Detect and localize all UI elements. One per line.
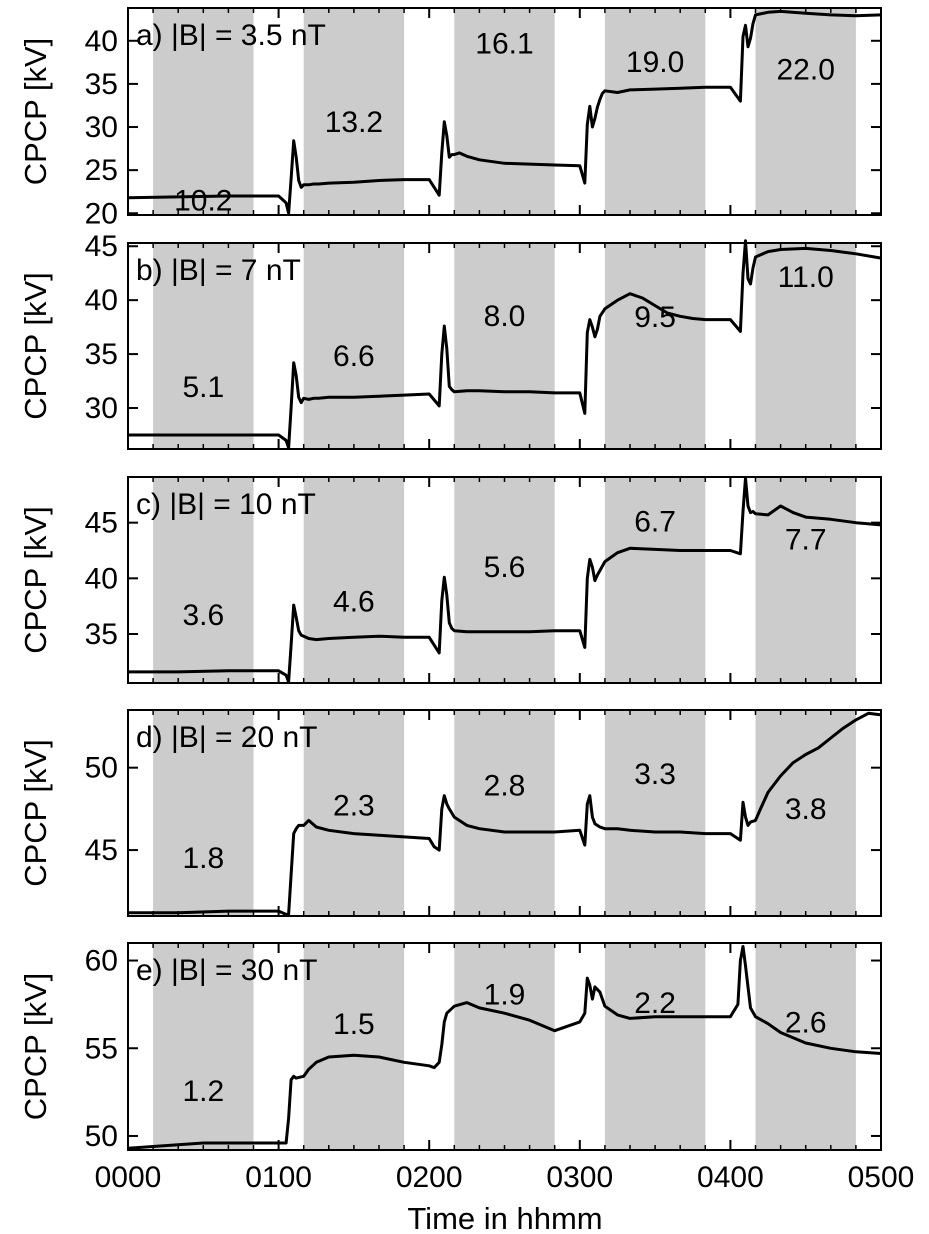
shaded-interval-2: [303, 243, 405, 449]
y-tick-label: 60: [85, 945, 118, 978]
shaded-interval-1: [153, 477, 254, 683]
y-tick-label: 40: [85, 562, 118, 595]
y-tick-label: 45: [85, 834, 118, 867]
y-tick-label: 30: [85, 392, 118, 425]
y-tick-label: 45: [85, 230, 118, 263]
panel-label: e) |B| = 30 nT: [136, 954, 318, 987]
panel-label: b) |B| = 7 nT: [136, 254, 301, 287]
y-tick-label: 35: [85, 338, 118, 371]
interval-value-label: 5.6: [484, 551, 526, 584]
interval-value-label: 3.8: [785, 793, 827, 826]
shaded-interval-1: [153, 710, 254, 916]
shaded-interval-3: [454, 710, 555, 916]
y-axis-title: CPCP [kV]: [18, 506, 53, 654]
x-tick-label: 0200: [396, 1161, 463, 1194]
panel-e: 50 55 60 CPCP [kV] e) |B| = 30 nT 1.2 1.5 1.9 2.…: [18, 942, 882, 1153]
panel-a: 20 25 30 35 40 CPCP [kV] a) |B| = 3.5 nT 10.2 13…: [18, 7, 882, 230]
shaded-interval-3: [454, 8, 555, 215]
shaded-interval-4: [604, 243, 706, 449]
shaded-interval-1: [153, 943, 254, 1150]
y-axis-title: CPCP [kV]: [18, 38, 53, 186]
interval-value-label: 22.0: [777, 54, 835, 87]
y-tick-label: 55: [85, 1032, 118, 1065]
shaded-interval-4: [604, 710, 706, 916]
shaded-interval-4: [604, 477, 706, 683]
y-tick-label: 25: [85, 154, 118, 187]
panel-c: 35 40 45 CPCP [kV] c) |B| = 10 nT 3.6 4.6 5.6 6.…: [18, 476, 882, 684]
y-tick-label: 45: [85, 507, 118, 540]
interval-value-label: 3.3: [634, 758, 676, 791]
y-tick-label: 35: [85, 618, 118, 651]
y-tick-label: 30: [85, 111, 118, 144]
shaded-interval-1: [153, 243, 254, 449]
x-tick-label: 0400: [697, 1161, 764, 1194]
y-tick-label: 50: [85, 1120, 118, 1153]
shaded-interval-5: [755, 710, 856, 916]
shaded-interval-2: [303, 477, 405, 683]
panels-group: 20 25 30 35 40 CPCP [kV] a) |B| = 3.5 nT 10.2 13…: [18, 7, 882, 1153]
x-tick-label: 0300: [546, 1161, 613, 1194]
panel-label: c) |B| = 10 nT: [136, 488, 316, 521]
y-tick-label: 40: [85, 25, 118, 58]
y-tick-label: 35: [85, 68, 118, 101]
y-axis-title: CPCP [kV]: [18, 272, 53, 420]
interval-value-label: 16.1: [475, 28, 533, 61]
panel-label: a) |B| = 3.5 nT: [136, 19, 326, 52]
cpcp-series-line: [128, 239, 882, 450]
interval-value-label: 1.9: [484, 978, 526, 1011]
interval-value-label: 11.0: [778, 261, 834, 294]
cpcp-series-line: [127, 9, 882, 215]
panel-d: 45 50 CPCP [kV] d) |B| = 20 nT 1.8 2.3 2.8 3.3 3…: [18, 709, 882, 917]
cpcp-series-line: [127, 945, 882, 1150]
y-axis-title: CPCP [kV]: [18, 739, 53, 887]
shaded-interval-4: [604, 943, 706, 1150]
shaded-interval-2: [303, 943, 405, 1150]
shaded-interval-5: [755, 8, 856, 215]
x-tick-label: 0100: [245, 1161, 312, 1194]
x-axis-tick-labels: 0000 0100 0200 0300 0400 0500: [95, 1161, 915, 1194]
y-axis-title: CPCP [kV]: [18, 973, 53, 1121]
interval-value-label: 1.2: [182, 1075, 224, 1108]
interval-value-label: 3.6: [182, 599, 224, 632]
y-tick-label: 40: [85, 284, 118, 317]
x-axis-title: Time in hhmm: [407, 1201, 602, 1234]
interval-value-label: 6.7: [634, 506, 676, 539]
interval-value-label: 2.2: [634, 987, 676, 1020]
y-tick-label: 50: [85, 752, 118, 785]
x-tick-label: 0000: [95, 1161, 162, 1194]
interval-value-label: 7.7: [785, 523, 827, 556]
interval-value-label: 8.0: [484, 300, 526, 333]
shaded-interval-5: [755, 477, 856, 683]
interval-value-label: 6.6: [333, 340, 375, 373]
interval-value-label: 19.0: [626, 46, 684, 79]
shaded-interval-4: [604, 8, 706, 215]
shaded-interval-5: [755, 243, 856, 449]
shaded-interval-1: [153, 8, 254, 215]
interval-value-label: 2.3: [333, 789, 375, 822]
y-tick-label: 20: [85, 197, 118, 230]
interval-value-label: 4.6: [333, 586, 375, 619]
shaded-interval-3: [454, 943, 555, 1150]
interval-value-label: 2.6: [785, 1006, 827, 1039]
interval-value-label: 1.8: [182, 842, 224, 875]
interval-value-label: 5.1: [182, 371, 224, 404]
cpcp-series-line: [128, 711, 882, 916]
interval-value-label: 9.5: [634, 301, 676, 334]
shaded-interval-3: [454, 243, 555, 449]
panel-b: 30 35 40 45 CPCP [kV] b) |B| = 7 nT 5.1 6.6 8.0 9…: [18, 230, 882, 450]
interval-value-label: 1.5: [333, 1008, 375, 1041]
shaded-interval-2: [303, 710, 405, 916]
cpcp-series-line: [128, 476, 882, 684]
interval-value-label: 13.2: [325, 106, 383, 139]
interval-value-label: 2.8: [484, 770, 526, 803]
panel-label: d) |B| = 20 nT: [136, 721, 318, 754]
shaded-interval-5: [755, 943, 856, 1150]
shaded-interval-3: [454, 477, 555, 683]
interval-value-label: 10.2: [174, 185, 232, 218]
x-tick-label: 0500: [848, 1161, 915, 1194]
